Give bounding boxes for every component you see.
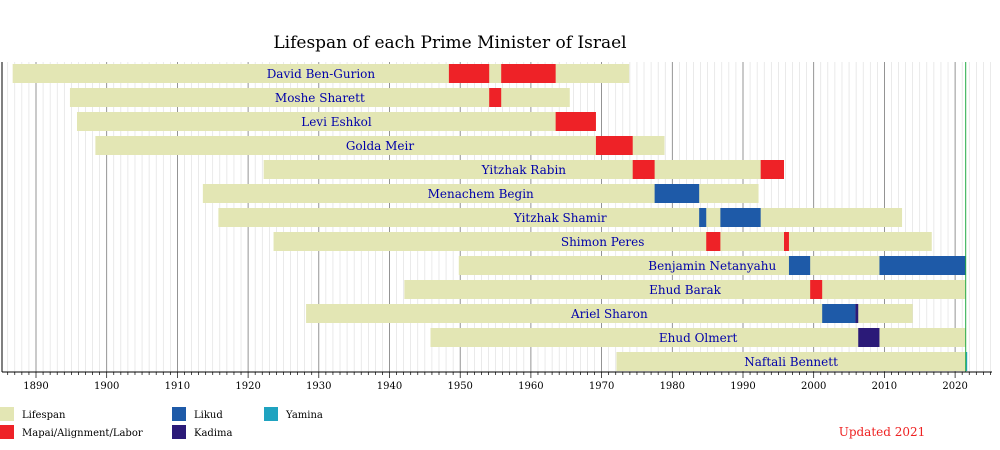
pm-name-label: Naftali Bennett [744,355,838,369]
x-tick-label: 1970 [589,381,614,392]
pm-row: David Ben-Gurion [12,64,630,83]
x-tick-label: 1920 [235,381,260,392]
pm-row: Ehud Barak [404,280,966,299]
term-bar-labor [784,232,789,251]
legend-label: Kadima [194,428,233,439]
x-tick-label: 2000 [801,381,826,392]
lifespan-bar [95,136,665,155]
pm-row: Benjamin Netanyahu [458,256,966,275]
pm-name-label: Ehud Barak [649,283,722,297]
x-tick-label: 1950 [447,381,472,392]
updated-note: Updated 2021 [839,425,926,439]
pm-name-label: Menachem Begin [428,187,534,201]
pm-row: Shimon Peres [273,232,932,251]
legend-item-kadima: Kadima [172,425,233,439]
pm-name-label: Yitzhak Shamir [513,211,607,225]
pm-name-label: Yitzhak Rabin [481,163,567,177]
pm-row: Ehud Olmert [430,328,966,347]
x-tick-label: 2010 [872,381,897,392]
term-bar-labor [501,64,556,83]
term-bar-yamina [965,352,968,371]
term-bar-likud [788,256,811,275]
x-tick-label: 1930 [306,381,331,392]
pm-row: Naftali Bennett [616,352,968,371]
chart-title: Lifespan of each Prime Minister of Israe… [273,33,626,53]
term-bar-labor [489,88,502,107]
pm-name-label: Moshe Sharett [275,91,365,105]
legend-swatch [172,407,186,421]
x-tick-label: 1980 [660,381,685,392]
lifespan-bar [69,88,570,107]
legend-label: Likud [194,410,223,421]
lifespan-bar [430,328,966,347]
pm-name-label: Shimon Peres [561,235,645,249]
pm-name-label: Ariel Sharon [570,307,648,321]
lifespan-bar [202,184,759,203]
lifespan-bar [77,112,596,131]
legend-swatch [0,407,14,421]
term-bar-labor [555,112,596,131]
pm-name-label: Benjamin Netanyahu [648,259,776,273]
x-tick-label: 1900 [94,381,119,392]
lifespan-bar [404,280,966,299]
term-bar-labor [760,160,785,179]
legend-swatch [172,425,186,439]
lifespan-bar [458,256,966,275]
pm-row: Ariel Sharon [306,304,913,323]
pm-row: Golda Meir [95,136,665,155]
legend-label: Mapai/Alignment/Labor [22,428,143,439]
term-bar-likud [822,304,856,323]
term-bar-labor [810,280,823,299]
legend-item-likud: Likud [172,407,223,421]
pm-row: Levi Eshkol [77,112,596,131]
term-bar-likud [699,208,707,227]
x-axis: 1890 1900 1910 1920 1930 1940 1950 1960 1970 1980… [1,62,992,392]
x-tick-label: 2020 [942,381,967,392]
term-bar-likud [720,208,761,227]
term-bar-labor [448,64,490,83]
x-tick-label: 1990 [730,381,755,392]
x-tick-label: 1940 [377,381,402,392]
pm-name-label: Golda Meir [346,139,415,153]
legend-swatch [0,425,14,439]
term-bar-labor [706,232,721,251]
term-bar-kadima [858,328,880,347]
legend-swatch [264,407,278,421]
pm-name-label: Levi Eshkol [301,115,372,129]
pm-name-label: Ehud Olmert [659,331,738,345]
pm-row: Yitzhak Rabin [263,160,785,179]
lifespan-bar [306,304,913,323]
term-bar-likud [879,256,966,275]
x-tick-label: 1910 [165,381,190,392]
x-tick-label: 1890 [23,381,48,392]
pm-row: Yitzhak Shamir [218,208,903,227]
x-tick-label: 1960 [518,381,543,392]
term-bar-labor [632,160,655,179]
legend-label: Yamina [285,410,323,421]
pm-row: Moshe Sharett [69,88,570,107]
pm-name-label: David Ben-Gurion [267,67,376,81]
term-bar-labor [595,136,633,155]
bars-group: David Ben-Gurion Moshe Sharett Levi Eshkol… [12,62,968,372]
lifespan-bar [273,232,932,251]
lifespan-bar [616,352,966,371]
term-bar-kadima [855,304,859,323]
legend-item-yamina: Yamina [264,407,323,421]
legend: Lifespan Mapai/Alignment/Labor Likud Kadima… [0,407,323,439]
term-bar-likud [654,184,700,203]
legend-item-labor: Mapai/Alignment/Labor [0,425,143,439]
legend-item-lifespan: Lifespan [0,407,66,421]
legend-label: Lifespan [22,410,66,421]
pm-row: Menachem Begin [202,184,759,203]
